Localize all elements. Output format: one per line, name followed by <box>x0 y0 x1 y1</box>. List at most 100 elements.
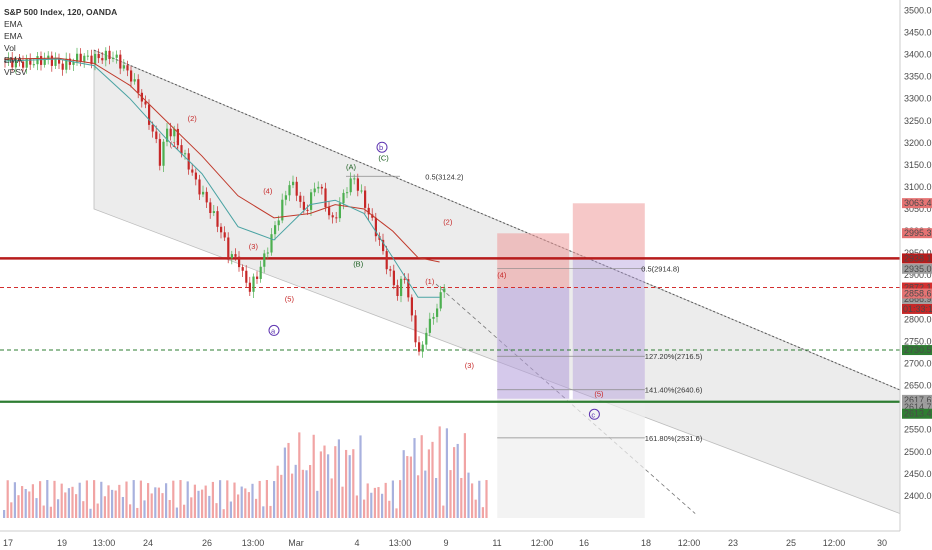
candle-body <box>349 178 352 193</box>
candle-body <box>194 172 197 180</box>
circle-label: a <box>271 326 276 335</box>
candle-body <box>385 251 388 270</box>
candle-body <box>342 192 345 204</box>
volume-bar <box>247 492 250 518</box>
wave-label: (2) <box>188 114 198 123</box>
price-tag-label: 2617.6 <box>904 395 932 405</box>
x-tick-label: 11 <box>492 538 501 548</box>
volume-bar <box>222 509 225 518</box>
x-tick-label: 25 <box>786 538 796 548</box>
target-zone <box>497 398 645 518</box>
volume-bar <box>201 489 204 518</box>
volume-bar <box>78 482 81 518</box>
volume-bar <box>31 484 34 518</box>
volume-bar <box>481 507 484 518</box>
volume-bar <box>301 469 304 518</box>
candle-body <box>151 124 154 132</box>
volume-bar <box>366 483 369 518</box>
price-axis[interactable]: 2400.02450.02500.02550.02600.02650.02700… <box>899 0 932 531</box>
volume-bar <box>294 464 297 518</box>
x-tick-label: 9 <box>443 538 448 548</box>
volume-bar <box>100 481 103 518</box>
candle-body <box>209 202 212 214</box>
candle-body <box>230 254 233 259</box>
candle-body <box>432 316 435 319</box>
x-tick-label: 12:00 <box>823 538 846 548</box>
volume-bar <box>82 501 85 518</box>
x-tick-label: 12:00 <box>678 538 701 548</box>
candle-body <box>191 169 194 173</box>
candle-body <box>284 195 287 200</box>
volume-bar <box>244 488 247 518</box>
candle-body <box>90 55 93 65</box>
candle-body <box>310 192 313 210</box>
volume-bar <box>348 455 351 518</box>
circle-label: c <box>591 410 595 419</box>
candle-body <box>115 54 118 58</box>
candle-body <box>212 211 215 214</box>
volume-bar <box>93 480 96 518</box>
candle-body <box>137 79 140 93</box>
volume-bar <box>406 456 409 518</box>
candle-body <box>54 58 57 66</box>
volume-bar <box>6 480 9 518</box>
candle-body <box>436 308 439 317</box>
x-tick-label: 12:00 <box>531 538 554 548</box>
candle-body <box>338 203 341 219</box>
candle-body <box>104 50 107 61</box>
price-tag <box>902 402 932 413</box>
volume-bar <box>420 435 423 518</box>
volume-bar <box>305 470 308 518</box>
wave-label: (1) <box>170 140 180 149</box>
candle-body <box>256 276 259 279</box>
volume-bar <box>179 480 182 518</box>
volume-bar <box>438 426 441 518</box>
price-tag-label: 2938.1 <box>904 253 932 263</box>
candle-body <box>439 292 442 309</box>
volume-bar <box>49 506 52 518</box>
volume-bar <box>161 493 164 518</box>
candle-body <box>263 253 266 267</box>
wave-label: (2) <box>443 217 453 226</box>
candle-body <box>367 207 370 215</box>
fib-label: 161.80%(2531.6) <box>645 434 703 443</box>
volume-bar <box>402 450 405 518</box>
time-axis[interactable]: 17 19 13:00 24 26 13:00 Mar 4 13:00 9 11 12:00 16 18 1… <box>0 530 900 548</box>
volume-bar <box>474 499 477 518</box>
price-tag-label: 2995.3 <box>904 228 932 238</box>
volume-bar <box>276 465 279 518</box>
position-boxes <box>497 203 645 518</box>
indicator-vol[interactable]: Vol <box>4 43 16 53</box>
x-tick-label: Mar <box>288 538 304 548</box>
fib-label: 0.5(3124.2) <box>425 172 464 181</box>
indicator-ema-2[interactable]: EMA <box>4 31 23 41</box>
candle-body <box>97 53 100 59</box>
volume-bar <box>445 428 448 518</box>
indicator-ema-1[interactable]: EMA <box>4 19 23 29</box>
candle-body <box>364 190 367 208</box>
volume-bar <box>391 480 394 518</box>
volume-bar <box>352 449 355 518</box>
candle-body <box>180 145 183 154</box>
price-tag-label: 3063.4 <box>904 198 932 208</box>
price-tag <box>902 345 932 356</box>
volume-bar <box>334 446 337 518</box>
volume-bar <box>57 499 60 518</box>
candle-body <box>25 58 28 68</box>
volume-bar <box>46 480 49 518</box>
candle-body <box>302 201 305 210</box>
candle-body <box>166 128 169 142</box>
candle-body <box>389 269 392 271</box>
volume-bar <box>39 481 42 518</box>
indicator-ema-3[interactable]: EMA <box>4 55 23 65</box>
volume-bar <box>114 490 117 518</box>
indicator-vpsv[interactable]: VPSV <box>4 67 27 77</box>
price-tag-label: 2935.0 <box>904 264 932 274</box>
wave-annotations: 0.5(3124.2) 0.5(2914.8) 127.20%(2716.5) 141… <box>170 114 703 443</box>
volume-bar <box>190 497 193 518</box>
candle-body <box>288 185 291 196</box>
volume-bar <box>139 480 142 518</box>
volume-bar <box>345 449 348 518</box>
candle-body <box>29 58 32 65</box>
